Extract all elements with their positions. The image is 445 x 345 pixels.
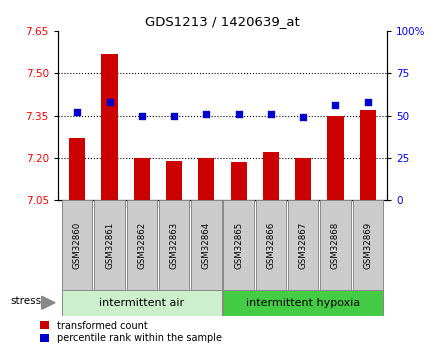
FancyBboxPatch shape xyxy=(256,200,286,290)
Point xyxy=(203,111,210,117)
Point xyxy=(267,111,275,117)
Text: GSM32862: GSM32862 xyxy=(138,221,146,268)
Text: stress: stress xyxy=(10,296,41,306)
Point xyxy=(364,99,371,105)
FancyBboxPatch shape xyxy=(159,200,189,290)
Text: intermittent air: intermittent air xyxy=(99,298,184,308)
FancyBboxPatch shape xyxy=(352,200,383,290)
Bar xyxy=(360,110,376,200)
FancyBboxPatch shape xyxy=(223,200,254,290)
Bar xyxy=(134,158,150,200)
Text: GSM32865: GSM32865 xyxy=(234,221,243,268)
Text: GSM32864: GSM32864 xyxy=(202,221,211,268)
Point xyxy=(138,113,146,118)
Point xyxy=(170,113,178,118)
Bar xyxy=(166,161,182,200)
Point xyxy=(299,115,307,120)
Text: GSM32863: GSM32863 xyxy=(170,221,178,268)
Point xyxy=(235,111,242,117)
FancyBboxPatch shape xyxy=(320,200,351,290)
Legend: transformed count, percentile rank within the sample: transformed count, percentile rank withi… xyxy=(40,321,222,344)
Bar xyxy=(101,53,117,200)
Text: GSM32860: GSM32860 xyxy=(73,221,82,268)
FancyBboxPatch shape xyxy=(127,200,157,290)
Bar xyxy=(69,138,85,200)
Text: GSM32866: GSM32866 xyxy=(267,221,275,268)
Text: intermittent hypoxia: intermittent hypoxia xyxy=(246,298,360,308)
Bar xyxy=(223,290,383,316)
Text: GSM32867: GSM32867 xyxy=(299,221,307,268)
FancyBboxPatch shape xyxy=(94,200,125,290)
Bar xyxy=(198,158,214,200)
FancyBboxPatch shape xyxy=(191,200,222,290)
Bar xyxy=(231,162,247,200)
Bar xyxy=(62,290,222,316)
FancyBboxPatch shape xyxy=(288,200,318,290)
Text: GSM32861: GSM32861 xyxy=(105,221,114,268)
Point xyxy=(74,109,81,115)
Text: GSM32869: GSM32869 xyxy=(363,221,372,268)
Polygon shape xyxy=(42,296,55,309)
Point xyxy=(106,99,113,105)
Bar xyxy=(263,152,279,200)
Point xyxy=(332,103,339,108)
FancyBboxPatch shape xyxy=(62,200,93,290)
Bar xyxy=(295,158,312,200)
Text: GSM32868: GSM32868 xyxy=(331,221,340,268)
Bar xyxy=(328,116,344,200)
Title: GDS1213 / 1420639_at: GDS1213 / 1420639_at xyxy=(145,16,300,29)
